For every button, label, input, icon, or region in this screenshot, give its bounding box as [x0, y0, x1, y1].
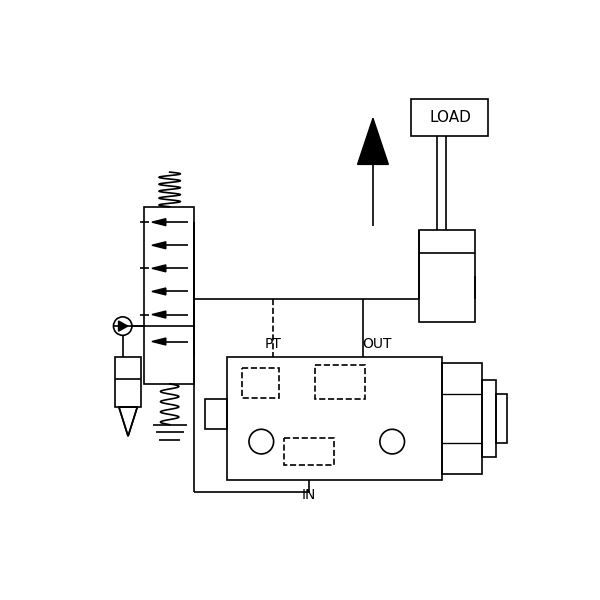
Polygon shape [152, 288, 166, 295]
Polygon shape [358, 118, 388, 164]
Bar [115, 357, 141, 407]
Text: IN: IN [302, 488, 316, 502]
Bar [419, 230, 475, 322]
Bar [412, 99, 488, 136]
Polygon shape [119, 321, 128, 331]
Bar [144, 207, 194, 384]
Bar [227, 357, 442, 480]
Bar [284, 438, 334, 464]
Polygon shape [152, 242, 166, 249]
Bar [482, 380, 496, 457]
Text: LOAD: LOAD [429, 110, 471, 125]
Bar [205, 399, 227, 428]
Polygon shape [152, 311, 166, 318]
Text: OUT: OUT [362, 337, 392, 351]
Bar [442, 363, 482, 474]
Bar [242, 368, 279, 398]
Polygon shape [152, 218, 166, 226]
Bar [496, 394, 507, 443]
Polygon shape [152, 338, 166, 345]
Bar [315, 365, 365, 399]
Polygon shape [152, 265, 166, 272]
Text: PT: PT [265, 337, 281, 351]
